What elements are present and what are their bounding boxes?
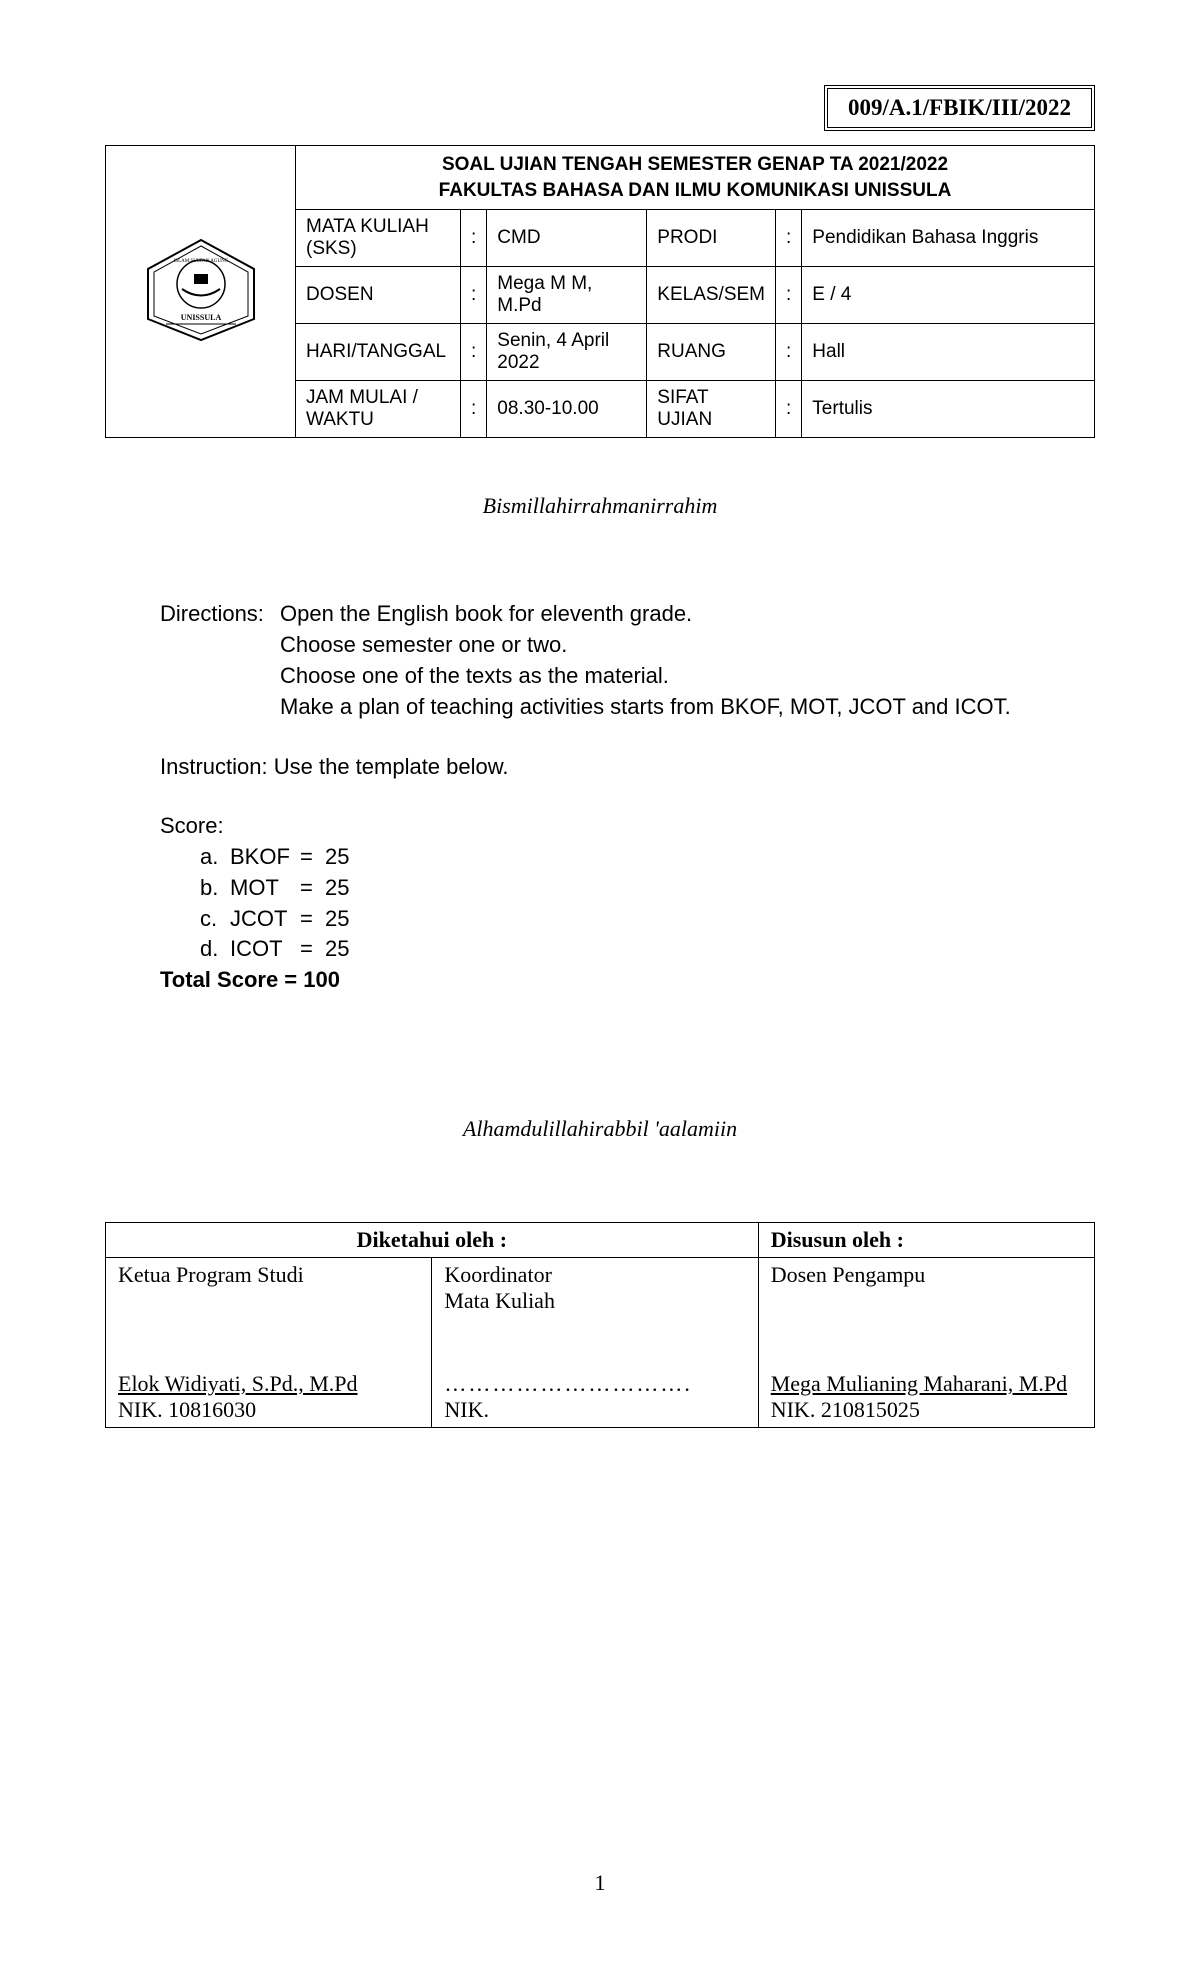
signature-dosen: Dosen Pengampu Mega Mulianing Maharani, … — [758, 1258, 1094, 1428]
value-dosen: Mega M M, M.Pd — [487, 267, 647, 324]
sig-nik-dosen: NIK. 210815025 — [771, 1397, 920, 1423]
score-eq: = — [300, 904, 325, 935]
sig-nik-ketua: NIK. 10816030 — [118, 1397, 256, 1423]
logo-cell: ISLAM SULTAN AGUNG UNISSULA — [106, 146, 296, 438]
value-jam: 08.30-10.00 — [487, 381, 647, 438]
sig-nik-koord: NIK. — [444, 1397, 489, 1423]
score-letter: c. — [200, 904, 230, 935]
score-value: 25 — [325, 904, 349, 935]
score-letter: a. — [200, 842, 230, 873]
unissula-logo-icon: ISLAM SULTAN AGUNG UNISSULA — [136, 234, 266, 344]
bismillah-text: Bismillahirrahmanirrahim — [105, 493, 1095, 519]
signature-koordinator: Koordinator Mata Kuliah …………………………. NIK. — [432, 1258, 758, 1428]
exam-title: SOAL UJIAN TENGAH SEMESTER GENAP TA 2021… — [296, 146, 1095, 210]
score-name: BKOF — [230, 842, 300, 873]
label-kelas: KELAS/SEM — [647, 267, 776, 324]
instruction-block: Instruction: Use the template below. — [160, 752, 1040, 783]
sig-role-ketua: Ketua Program Studi — [118, 1262, 419, 1288]
score-value: 25 — [325, 873, 349, 904]
directions-line1: Open the English book for eleventh grade… — [280, 599, 1040, 630]
directions-line4: Make a plan of teaching activities start… — [280, 692, 1040, 723]
value-mata-kuliah: CMD — [487, 210, 647, 267]
sig-name-koord: …………………………. — [444, 1371, 692, 1397]
score-name: ICOT — [230, 934, 300, 965]
signature-table: Diketahui oleh : Disusun oleh : Ketua Pr… — [105, 1222, 1095, 1428]
score-letter: b. — [200, 873, 230, 904]
score-item-mot: b. MOT = 25 — [200, 873, 1040, 904]
score-letter: d. — [200, 934, 230, 965]
colon: : — [461, 381, 487, 438]
colon: : — [461, 267, 487, 324]
label-ruang: RUANG — [647, 324, 776, 381]
page-number: 1 — [0, 1870, 1200, 1896]
sig-role-koord-1: Koordinator — [444, 1262, 745, 1288]
directions-label: Directions: — [160, 599, 280, 630]
instruction-label: Instruction: — [160, 754, 268, 779]
score-eq: = — [300, 873, 325, 904]
sig-role-dosen: Dosen Pengampu — [771, 1262, 1082, 1288]
title-line-2: FAKULTAS BAHASA DAN ILMU KOMUNIKASI UNIS… — [439, 180, 952, 201]
colon: : — [776, 267, 802, 324]
svg-text:ISLAM SULTAN AGUNG: ISLAM SULTAN AGUNG — [173, 259, 228, 264]
value-ruang: Hall — [802, 324, 1095, 381]
score-label: Score: — [160, 811, 1040, 842]
exam-header-table: ISLAM SULTAN AGUNG UNISSULA SOAL UJIAN T… — [105, 145, 1095, 438]
signature-ketua: Ketua Program Studi Elok Widiyati, S.Pd.… — [106, 1258, 432, 1428]
label-mata-kuliah: MATA KULIAH (SKS) — [296, 210, 461, 267]
score-value: 25 — [325, 934, 349, 965]
sig-name-ketua: Elok Widiyati, S.Pd., M.Pd — [118, 1371, 358, 1397]
alhamdulillah-text: Alhamdulillahirabbil 'aalamiin — [105, 1116, 1095, 1142]
score-list: a. BKOF = 25 b. MOT = 25 c. JCOT = 25 d.… — [200, 842, 1040, 965]
directions-line3: Choose one of the texts as the material. — [280, 661, 1040, 692]
label-prodi: PRODI — [647, 210, 776, 267]
colon: : — [461, 210, 487, 267]
score-name: MOT — [230, 873, 300, 904]
disusun-header: Disusun oleh : — [758, 1223, 1094, 1258]
colon: : — [776, 210, 802, 267]
score-eq: = — [300, 842, 325, 873]
colon: : — [776, 381, 802, 438]
value-kelas: E / 4 — [802, 267, 1095, 324]
total-score: Total Score = 100 — [160, 965, 1040, 996]
score-name: JCOT — [230, 904, 300, 935]
value-prodi: Pendidikan Bahasa Inggris — [802, 210, 1095, 267]
colon: : — [461, 324, 487, 381]
directions-line2: Choose semester one or two. — [280, 630, 1040, 661]
sig-role-koord-2: Mata Kuliah — [444, 1288, 745, 1314]
document-number: 009/A.1/FBIK/III/2022 — [824, 85, 1095, 131]
diketahui-header: Diketahui oleh : — [106, 1223, 759, 1258]
score-item-jcot: c. JCOT = 25 — [200, 904, 1040, 935]
value-sifat: Tertulis — [802, 381, 1095, 438]
title-line-1: SOAL UJIAN TENGAH SEMESTER GENAP TA 2021… — [442, 154, 948, 175]
score-eq: = — [300, 934, 325, 965]
label-jam: JAM MULAI / WAKTU — [296, 381, 461, 438]
instruction-text: Use the template below. — [274, 754, 509, 779]
label-hari: HARI/TANGGAL — [296, 324, 461, 381]
score-item-icot: d. ICOT = 25 — [200, 934, 1040, 965]
value-hari: Senin, 4 April 2022 — [487, 324, 647, 381]
svg-text:UNISSULA: UNISSULA — [180, 313, 221, 322]
sig-name-dosen: Mega Mulianing Maharani, M.Pd — [771, 1371, 1067, 1397]
score-value: 25 — [325, 842, 349, 873]
score-item-bkof: a. BKOF = 25 — [200, 842, 1040, 873]
content-body: Directions: Open the English book for el… — [160, 599, 1040, 996]
label-dosen: DOSEN — [296, 267, 461, 324]
directions-block: Directions: Open the English book for el… — [160, 599, 1040, 722]
colon: : — [776, 324, 802, 381]
label-sifat: SIFAT UJIAN — [647, 381, 776, 438]
